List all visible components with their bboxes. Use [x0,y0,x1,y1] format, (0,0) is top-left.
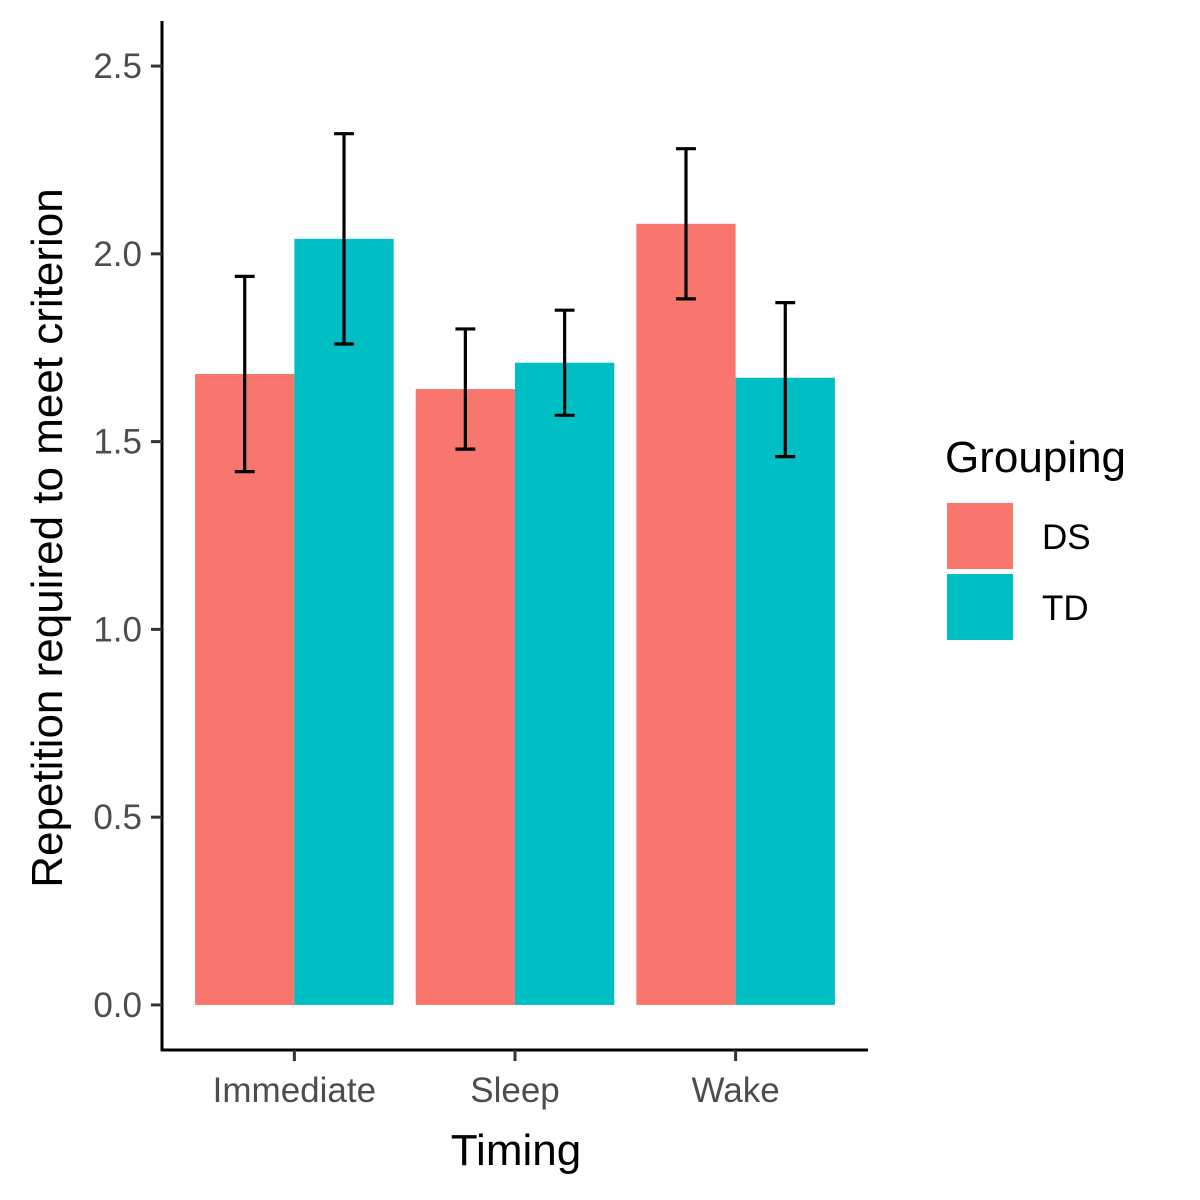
bar-ds-sleep [415,389,515,1005]
error-bar-td-wake [775,301,796,459]
x-tick-label: Sleep [470,1071,560,1110]
y-tick-label: 2.5 [93,47,142,86]
y-tick-label: 2.0 [93,235,142,274]
y-tick-label: 1.0 [93,610,142,649]
y-axis-title: Repetition required to meet criterion [23,188,72,887]
y-tick-label: 0.0 [93,986,142,1025]
x-axis-title: Timing [451,1126,581,1175]
y-ticks: 0.0 0.5 1.0 1.5 2.0 2.5 [93,47,162,1025]
y-tick-label: 0.5 [93,798,142,837]
legend-key-ds [947,503,1013,569]
bar-ds-immediate [195,374,295,1005]
legend-title: Grouping [945,433,1126,482]
bars-layer [195,223,835,1005]
bar-td-sleep [515,362,615,1005]
legend-key-td [947,574,1013,640]
legend-label-td: TD [1042,589,1089,628]
x-ticks: Immediate Sleep Wake [213,1050,780,1110]
error-bar-ds-immediate [234,274,255,474]
error-bar-ds-sleep [455,327,476,451]
legend-label-ds: DS [1042,518,1091,557]
error-bar-td-sleep [554,308,575,417]
x-tick-label: Wake [692,1071,780,1110]
legend: Grouping DS TD [945,433,1126,640]
x-tick-label: Immediate [213,1071,376,1110]
bar-td-wake [735,377,835,1005]
error-bars-layer [234,132,796,474]
bar-td-immediate [294,238,394,1005]
bar-ds-wake [636,223,736,1005]
error-bar-ds-wake [676,147,696,301]
error-bar-td-immediate [334,132,354,346]
y-tick-label: 1.5 [93,423,142,462]
